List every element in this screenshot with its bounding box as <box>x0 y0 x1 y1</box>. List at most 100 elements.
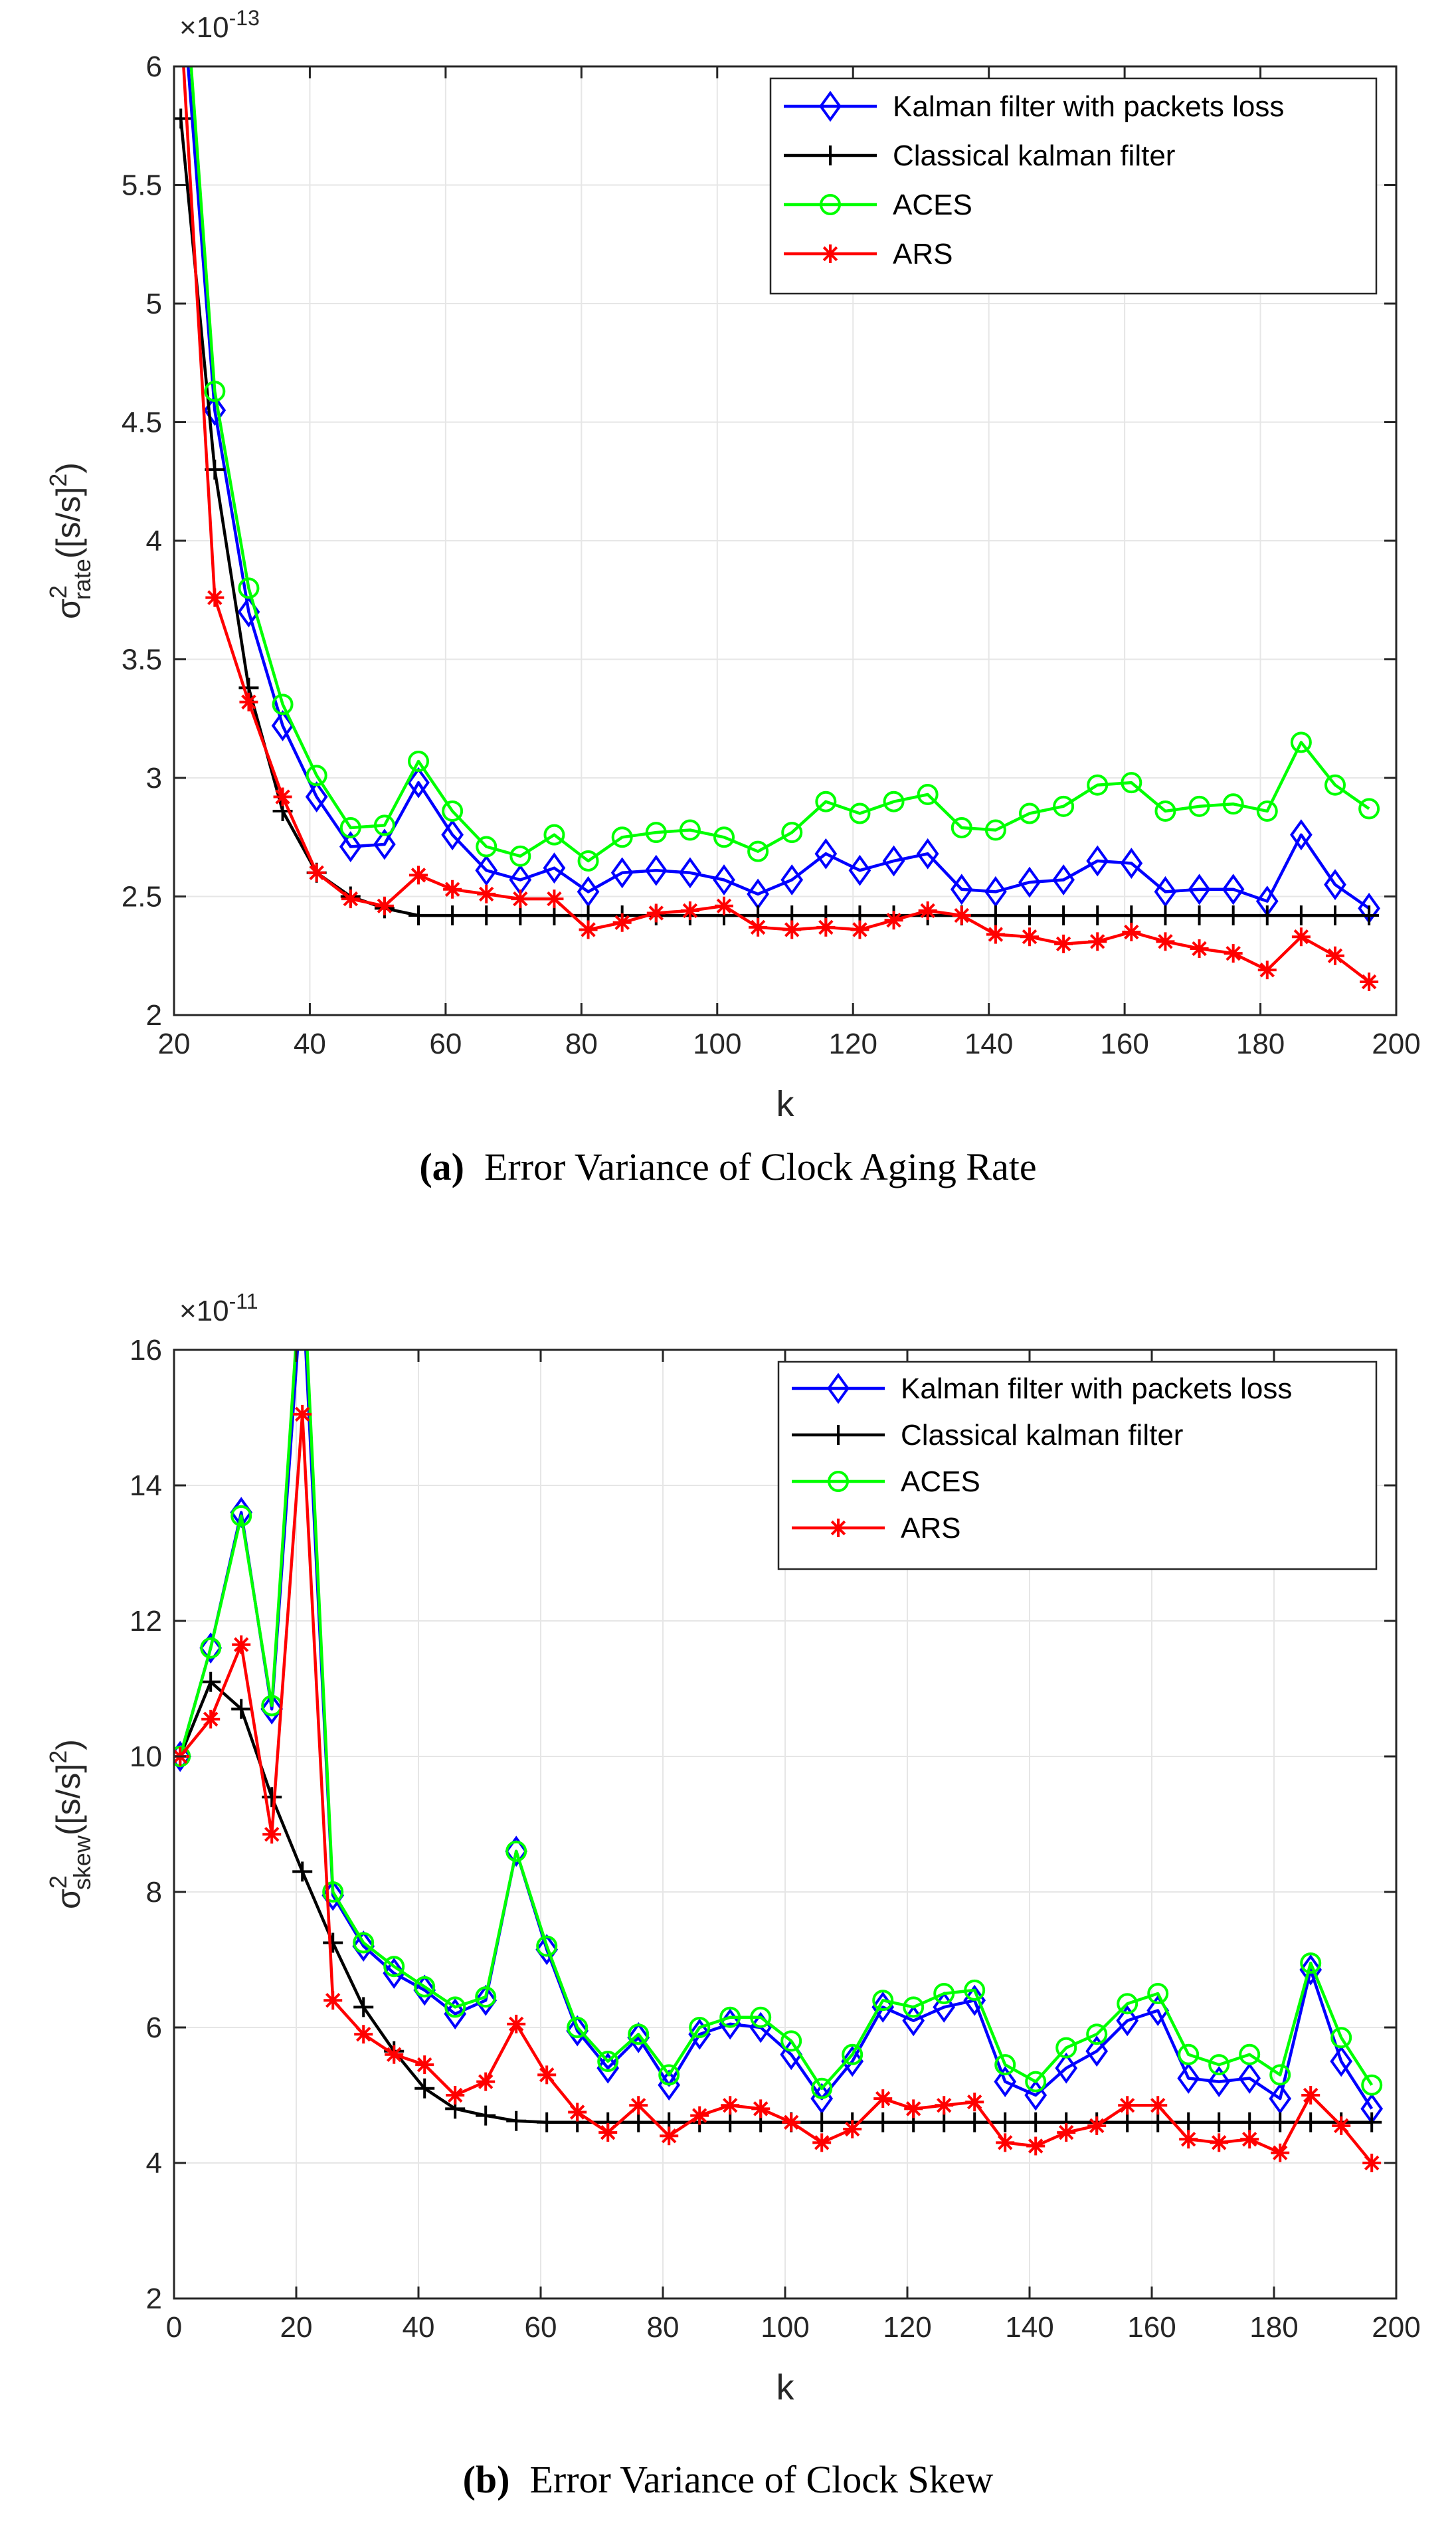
data-point <box>442 905 463 926</box>
data-point <box>986 925 1005 944</box>
data-point <box>322 1881 344 1903</box>
data-point <box>689 2017 711 2038</box>
data-point <box>292 1861 313 1882</box>
data-point <box>354 2025 373 2044</box>
y-tick-label: 4 <box>146 525 162 557</box>
series-group <box>174 66 1380 992</box>
x-tick-label: 0 <box>166 2311 182 2344</box>
data-point <box>373 828 396 860</box>
data-point <box>577 850 599 872</box>
y-tick-label: 4.5 <box>122 407 162 439</box>
data-point <box>537 2065 557 2085</box>
exponent-label: ×10-11 <box>179 1289 258 1327</box>
data-point <box>1086 845 1109 877</box>
series-line <box>179 1350 1374 2110</box>
x-tick-label: 40 <box>294 1028 326 1060</box>
data-point <box>628 2112 649 2132</box>
data-point <box>444 1996 466 2018</box>
data-point <box>415 2055 434 2075</box>
data-point <box>1055 2037 1077 2059</box>
data-point <box>1210 2133 1229 2152</box>
data-point <box>543 852 566 884</box>
legend-label: ARS <box>901 1512 960 1544</box>
data-point <box>543 824 565 846</box>
data-point <box>951 816 972 838</box>
data-point <box>407 767 430 798</box>
data-point <box>507 2014 526 2033</box>
data-point <box>916 838 939 870</box>
data-point <box>935 2096 954 2115</box>
data-point <box>918 901 937 920</box>
data-point <box>841 2045 864 2077</box>
data-point <box>323 1991 343 2010</box>
data-point <box>375 896 394 915</box>
data-point <box>385 2045 404 2064</box>
x-tick-label: 60 <box>429 1028 462 1060</box>
data-point <box>629 2096 648 2115</box>
data-point <box>230 1505 252 1527</box>
data-point <box>475 1986 497 2008</box>
data-point <box>1053 795 1075 817</box>
data-point <box>1118 2096 1137 2115</box>
data-point <box>441 819 464 851</box>
data-point <box>353 1932 375 1954</box>
data-point <box>721 2096 740 2115</box>
y-tick-label: 6 <box>146 50 162 83</box>
data-point <box>1291 905 1311 926</box>
series-circle <box>189 66 1380 872</box>
data-point <box>1330 2027 1352 2049</box>
data-point <box>873 2089 893 2108</box>
legend-box <box>777 1360 1378 1570</box>
data-point <box>812 2133 832 2152</box>
series-star <box>174 1404 1382 2172</box>
data-point <box>782 920 802 939</box>
data-point <box>477 884 496 903</box>
data-point <box>1154 876 1177 907</box>
y-tick-label: 14 <box>130 1469 162 1502</box>
data-point <box>476 905 497 926</box>
data-point <box>679 857 701 889</box>
legend-marker <box>820 194 841 215</box>
data-point <box>1300 1952 1322 1974</box>
data-point <box>1026 2136 1046 2156</box>
data-point <box>579 920 598 939</box>
data-point <box>442 800 464 822</box>
data-point <box>1156 932 1175 951</box>
data-point <box>1299 1954 1322 1986</box>
data-point <box>506 2110 527 2131</box>
legend-label: ARS <box>893 238 953 270</box>
x-tick-label: 120 <box>829 1028 877 1060</box>
y-tick-label: 4 <box>146 2147 162 2180</box>
data-point <box>1326 946 1344 965</box>
data-point <box>994 2066 1017 2098</box>
data-point <box>646 903 666 923</box>
data-point <box>260 1693 284 1725</box>
data-point <box>610 857 634 889</box>
data-point <box>747 840 769 862</box>
data-point <box>883 791 905 812</box>
exponent-label: ×10-13 <box>179 6 260 44</box>
data-point <box>293 1269 312 1295</box>
data-point <box>509 845 531 867</box>
x-tick-label: 60 <box>525 2311 557 2344</box>
data-point <box>782 2112 801 2132</box>
data-point <box>239 692 258 711</box>
data-point <box>984 876 1007 907</box>
x-tick-label: 180 <box>1236 1028 1285 1060</box>
data-point <box>612 913 632 932</box>
y-tick-label: 2 <box>146 2283 162 2315</box>
data-point <box>339 816 361 838</box>
legend-label: Classical kalman filter <box>901 1419 1183 1451</box>
legend-box <box>769 77 1378 295</box>
data-point <box>1055 2052 1078 2084</box>
x-tick-label: 80 <box>647 2311 680 2344</box>
legend-marker <box>827 1372 850 1404</box>
data-point <box>273 787 292 806</box>
y-tick-label: 12 <box>130 1605 162 1638</box>
series-star <box>182 66 1379 992</box>
data-point <box>1026 2112 1046 2132</box>
y-axis-label: σ2skew([s/s]2) <box>45 1739 96 1909</box>
data-point <box>1324 774 1346 796</box>
chart-a: 20 40 60 80 100 120 140 160 180 200 2 2.5 3 3.5 4 4.5 5 5… <box>45 6 1421 1188</box>
